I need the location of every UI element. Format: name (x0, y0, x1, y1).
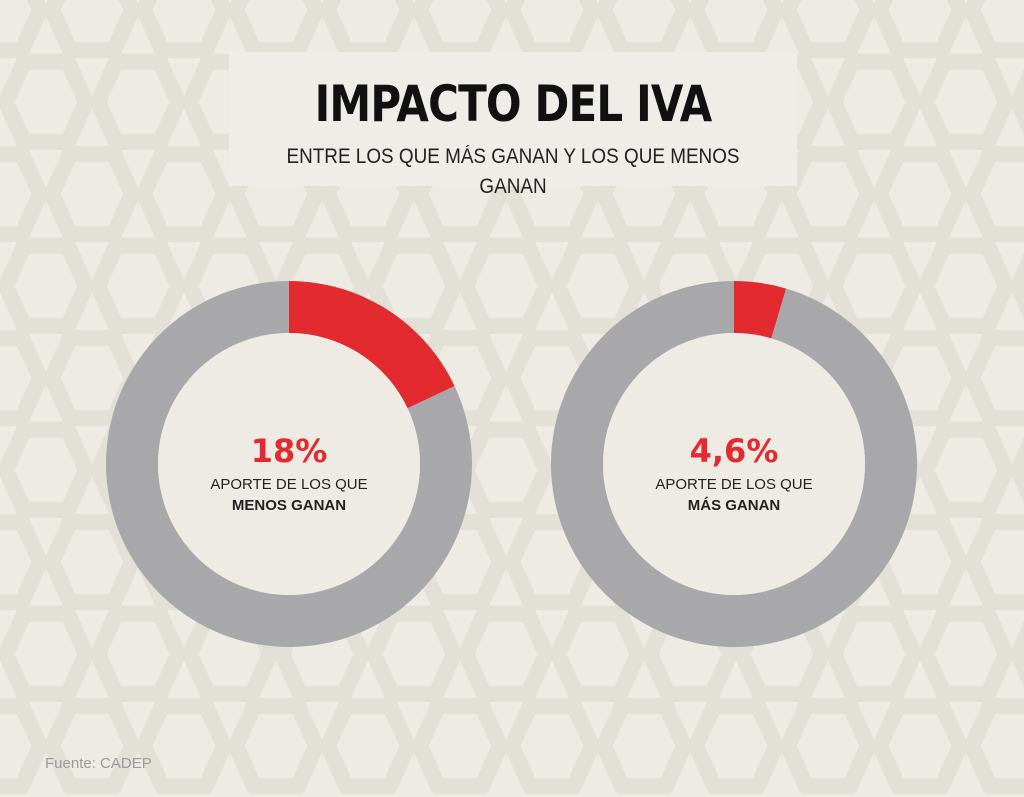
caption-line-1-menos-ganan: APORTE DE LOS QUE (210, 476, 368, 493)
value-label-mas-ganan: 4,6% (689, 432, 779, 470)
caption-line-2-menos-ganan: MENOS GANAN (231, 497, 347, 514)
pattern-hexagon (504, 698, 600, 794)
donut-chart-menos-ganan (105, 281, 472, 647)
value-label-menos-ganan: 18% (250, 432, 328, 470)
pattern-hexagon (1010, 437, 1024, 503)
pattern-hexagon (320, 698, 416, 794)
title-panel (229, 52, 797, 186)
pattern-hexagon (136, 0, 232, 58)
donut-chart-mas-ganan (551, 281, 917, 647)
pattern-hexagon (1010, 621, 1024, 687)
pattern-hexagon (320, 0, 416, 58)
pattern-hexagon (136, 146, 232, 242)
pattern-hexagon (964, 0, 1024, 58)
pattern-hexagon (90, 54, 186, 150)
donut-hole (603, 333, 865, 595)
pattern-hexagon (412, 0, 508, 58)
pattern-hexagon (872, 146, 968, 242)
pattern-hexagon (0, 54, 94, 150)
donut-slice-aporte (289, 281, 455, 409)
pattern-hexagon (918, 422, 1014, 518)
pattern-hexagon (504, 0, 600, 58)
page-subtitle: ENTRE LOS QUE MÁS GANAN Y LOS QUE MENOS … (286, 145, 740, 198)
pattern-hexagon (366, 606, 462, 702)
pattern-hexagon (918, 238, 1014, 334)
pattern-hexagon (90, 238, 186, 334)
pattern-hexagon (964, 330, 1024, 426)
pattern-hexagon (826, 238, 922, 334)
pattern-hexagon (412, 698, 508, 794)
pattern-hexagon (826, 54, 922, 150)
pattern-hexagon (872, 698, 968, 794)
pattern-hexagon (458, 238, 554, 334)
caption-line-2-mas-ganan: MÁS GANAN (687, 497, 781, 514)
page-title: IMPACTO DEL IVA (314, 75, 713, 133)
pattern-hexagon (0, 514, 48, 610)
pattern-hexagon (780, 0, 876, 58)
pattern-hexagon (228, 0, 324, 58)
pattern-hexagon (688, 0, 784, 58)
pattern-hexagon (136, 698, 232, 794)
pattern-hexagon (0, 238, 94, 334)
pattern-hexagon (826, 606, 922, 702)
pattern-hexagon (44, 0, 140, 58)
pattern-hexagon (688, 698, 784, 794)
pattern-hexagon (918, 606, 1014, 702)
pattern-hexagon (0, 330, 48, 426)
pattern-hexagon (780, 146, 876, 242)
pattern-hexagon (1010, 69, 1024, 135)
donut-hole (158, 333, 420, 595)
pattern-hexagon (44, 146, 140, 242)
pattern-hexagon (90, 606, 186, 702)
pattern-hexagon (0, 0, 48, 58)
pattern-hexagon (872, 0, 968, 58)
pattern-hexagon (228, 698, 324, 794)
pattern-hexagon (918, 54, 1014, 150)
source-note: Fuente: CADEP (45, 755, 152, 772)
pattern-hexagon (366, 238, 462, 334)
pattern-hexagon (0, 606, 94, 702)
pattern-hexagon (780, 698, 876, 794)
pattern-hexagon (0, 146, 48, 242)
pattern-hexagon (596, 0, 692, 58)
pattern-hexagon (0, 698, 48, 794)
pattern-hexagon (458, 606, 554, 702)
pattern-hexagon (964, 698, 1024, 794)
pattern-hexagon (1010, 253, 1024, 319)
pattern-hexagon (0, 422, 94, 518)
pattern-hexagon (964, 514, 1024, 610)
pattern-hexagon (44, 698, 140, 794)
donut-slice-aporte (734, 281, 787, 339)
pattern-hexagon (964, 146, 1024, 242)
pattern-hexagon (550, 606, 646, 702)
caption-line-1-mas-ganan: APORTE DE LOS QUE (655, 476, 813, 493)
pattern-hexagon (44, 514, 140, 610)
pattern-hexagon (458, 422, 554, 518)
pattern-hexagon (596, 698, 692, 794)
